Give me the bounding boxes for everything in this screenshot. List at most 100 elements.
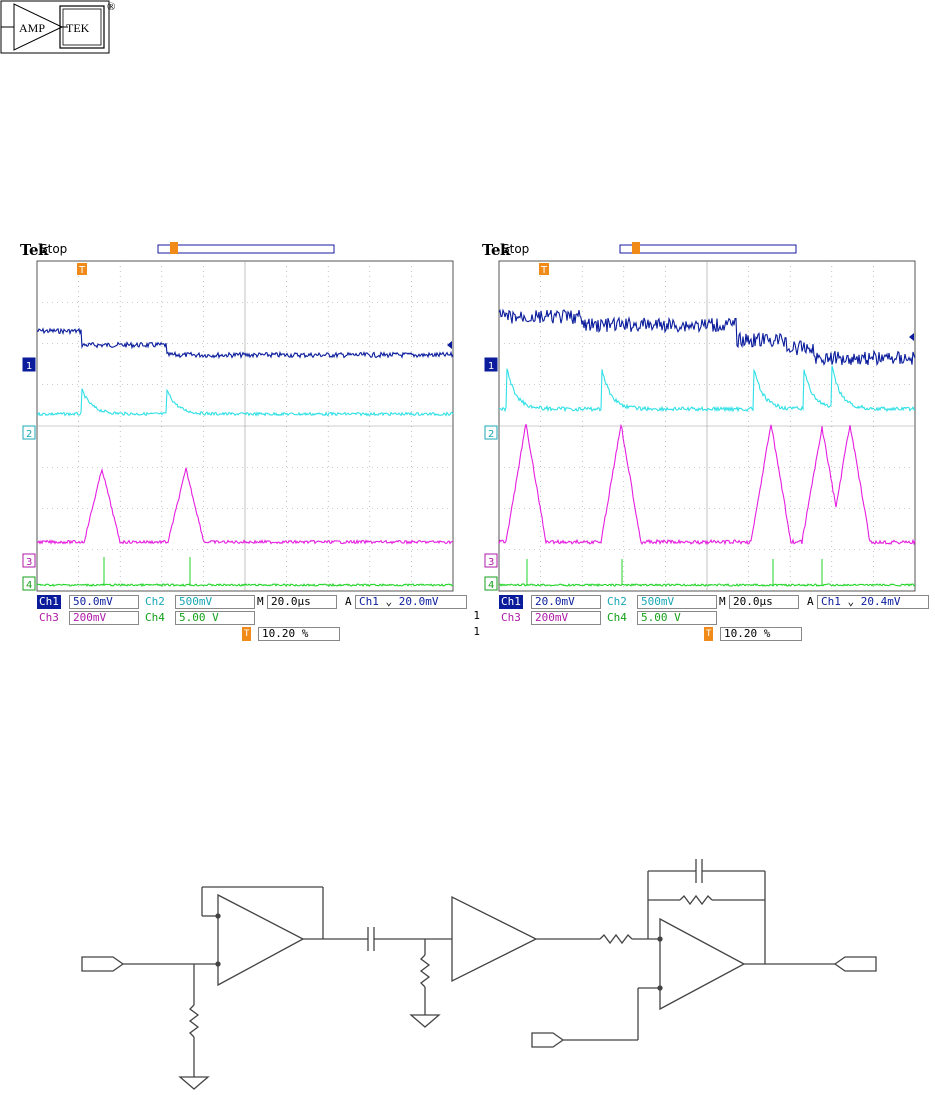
scope-plot-right: T 1 2 3 4 bbox=[484, 242, 916, 592]
channel-3-marker bbox=[484, 553, 498, 568]
channel-4-marker bbox=[22, 576, 36, 591]
input-resistor-2 bbox=[599, 933, 633, 945]
record-trigger-marker bbox=[170, 242, 178, 254]
channel-1-marker-label: 1 bbox=[488, 361, 494, 372]
record-length-bar bbox=[619, 244, 797, 254]
trigger-source: Ch1 bbox=[359, 595, 379, 608]
channel-4-trace bbox=[498, 582, 916, 588]
output-terminal bbox=[833, 956, 877, 972]
reference-terminal bbox=[531, 1032, 565, 1048]
buffer-amplifier bbox=[217, 893, 305, 987]
ch2-scale: 500mV bbox=[175, 595, 255, 609]
shaper-amplifier bbox=[659, 917, 746, 1011]
channel-1-marker bbox=[484, 357, 498, 372]
channel-1-trace bbox=[498, 308, 916, 367]
readout-right-1: 1 bbox=[473, 609, 480, 622]
graticule bbox=[498, 260, 916, 592]
registered-mark: ® bbox=[107, 1, 115, 13]
scope-plot-left: T 1 2 3 4 bbox=[22, 242, 454, 592]
shunt-resistor bbox=[419, 954, 431, 988]
trigger-level-arrow bbox=[447, 341, 452, 349]
trigger-position: 10.20 % bbox=[258, 627, 340, 641]
input-resistor bbox=[188, 1004, 200, 1038]
trigger-slope: ⌄ bbox=[385, 595, 393, 608]
ch1-scale: 50.0mV bbox=[69, 595, 139, 609]
ch2-scale: 500mV bbox=[637, 595, 717, 609]
channel-2-marker bbox=[484, 425, 498, 440]
readout-right-2: 1 bbox=[473, 625, 480, 638]
record-trigger-marker bbox=[632, 242, 640, 254]
trigger-position-icon: T bbox=[242, 627, 252, 641]
channel-1-marker bbox=[22, 357, 36, 372]
trigger-readout: Ch1 ⌄ 20.4mV bbox=[817, 595, 929, 609]
trigger-level-arrow bbox=[909, 333, 914, 341]
readout-row-3: T 10.20 % bbox=[704, 627, 824, 641]
ch3-label: Ch3 bbox=[39, 611, 59, 624]
ch1-scale: 20.0mV bbox=[531, 595, 601, 609]
acquisition-status: Stop bbox=[502, 242, 530, 256]
oscilloscope-screen-left: T 1 2 3 4 Tek Stop Ch1 50.0mV Ch2 500mV M 20… bbox=[20, 237, 480, 642]
record-length-bar bbox=[157, 244, 335, 254]
trigger-mode: A bbox=[807, 595, 814, 608]
readout-row-1: Ch1 50.0mV Ch2 500mV M 20.0µs A Ch1 ⌄ 20… bbox=[37, 595, 477, 609]
ch3-scale: 200mV bbox=[531, 611, 601, 625]
trigger-level: 20.4mV bbox=[860, 595, 901, 608]
trigger-mode: A bbox=[345, 595, 352, 608]
tek-brand: Tek bbox=[20, 241, 48, 259]
channel-1-trace bbox=[36, 327, 454, 360]
trigger-source: Ch1 bbox=[821, 595, 841, 608]
trigger-level: 20.0mV bbox=[398, 595, 439, 608]
ground-symbol bbox=[178, 1076, 210, 1090]
gain-amplifier bbox=[451, 895, 538, 983]
input-terminal bbox=[81, 956, 125, 972]
ch4-label: Ch4 bbox=[145, 611, 165, 624]
acquisition-status: Stop bbox=[40, 242, 68, 256]
timebase-value: 20.0µs bbox=[729, 595, 799, 609]
trigger-marker bbox=[539, 263, 549, 275]
ch1-label: Ch1 bbox=[37, 595, 61, 609]
signal-chain-schematic bbox=[0, 845, 935, 1095]
channel-3-trace bbox=[36, 467, 454, 545]
trigger-readout: Ch1 ⌄ 20.0mV bbox=[355, 595, 467, 609]
oscilloscope-screen-right: T 1 2 3 4 Tek Stop Ch1 20.0mV Ch2 500mV M 20… bbox=[482, 237, 935, 642]
channel-3-marker-label: 3 bbox=[26, 557, 32, 568]
readout-row-2: Ch3 200mV Ch4 5.00 V bbox=[499, 611, 935, 625]
channel-2-trace bbox=[498, 365, 915, 413]
channel-4-trace bbox=[36, 582, 454, 588]
channel-2-marker-label: 2 bbox=[26, 429, 32, 440]
readout-row-1: Ch1 20.0mV Ch2 500mV M 20.0µs A Ch1 ⌄ 20… bbox=[499, 595, 935, 609]
ch2-label: Ch2 bbox=[145, 595, 165, 608]
channel-3-trace bbox=[498, 423, 916, 546]
channel-4-marker-label: 4 bbox=[488, 580, 494, 591]
ch3-scale: 200mV bbox=[69, 611, 139, 625]
channel-3-marker-label: 3 bbox=[488, 557, 494, 568]
readout-row-2: Ch3 200mV Ch4 5.00 V bbox=[37, 611, 477, 625]
channel-1-marker-label: 1 bbox=[26, 361, 32, 372]
channel-4-marker-label: 4 bbox=[26, 580, 32, 591]
ch4-scale: 5.00 V bbox=[175, 611, 255, 625]
channel-3-marker bbox=[22, 553, 36, 568]
channel-4-marker bbox=[484, 576, 498, 591]
graticule bbox=[36, 260, 454, 592]
feedback-resistor bbox=[679, 894, 713, 906]
logo-amp-text: AMP bbox=[19, 21, 45, 35]
tek-brand: Tek bbox=[482, 241, 510, 259]
channel-2-marker-label: 2 bbox=[488, 429, 494, 440]
trigger-position: 10.20 % bbox=[720, 627, 802, 641]
timebase-value: 20.0µs bbox=[267, 595, 337, 609]
logo-tek-text: TEK bbox=[66, 21, 90, 35]
ch4-scale: 5.00 V bbox=[637, 611, 717, 625]
ch3-label: Ch3 bbox=[501, 611, 521, 624]
trigger-slope: ⌄ bbox=[847, 595, 855, 608]
trigger-marker-label: T bbox=[78, 265, 86, 276]
readout-row-3: T 10.20 % bbox=[242, 627, 362, 641]
ch1-label: Ch1 bbox=[499, 595, 523, 609]
ch4-label: Ch4 bbox=[607, 611, 627, 624]
channel-2-marker bbox=[22, 425, 36, 440]
timebase-label: M bbox=[719, 595, 726, 608]
timebase-label: M bbox=[257, 595, 264, 608]
trigger-position-icon: T bbox=[704, 627, 714, 641]
ground-symbol bbox=[409, 1014, 441, 1028]
ch2-label: Ch2 bbox=[607, 595, 627, 608]
amptek-logo: AMP TEK ® bbox=[0, 0, 120, 60]
